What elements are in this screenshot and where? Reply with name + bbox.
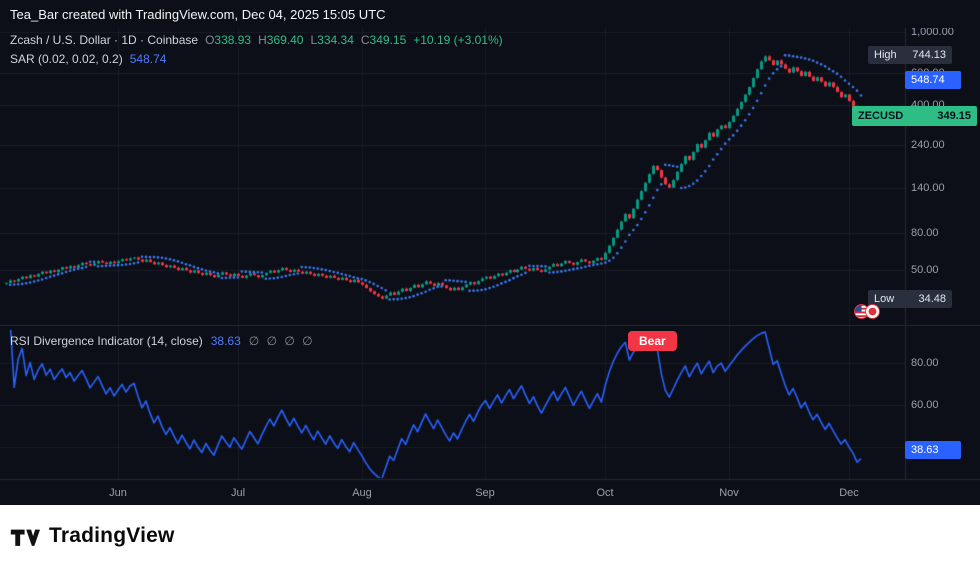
bear-divergence-badge: Bear bbox=[628, 331, 677, 351]
footer: TradingView bbox=[0, 505, 980, 567]
rsi-axis-label: 80.00 bbox=[911, 357, 939, 369]
time-axis-label: Oct bbox=[596, 487, 614, 499]
main-legend: Zcash / U.S. Dollar · 1D · Coinbase O 338… bbox=[10, 33, 503, 66]
time-axis-label: Dec bbox=[839, 487, 859, 499]
ohlc-high: H 369.40 bbox=[258, 33, 304, 47]
rsi-value-badge: 38.63 bbox=[905, 441, 961, 459]
tradingview-logo-icon bbox=[10, 525, 40, 548]
price-chart-canvas[interactable] bbox=[0, 28, 980, 505]
change-value: +10.19 (+3.01%) bbox=[413, 33, 503, 47]
sar-legend-row: SAR (0.02, 0.02, 0.2) 548.74 bbox=[10, 52, 503, 66]
ohlc-low: L 334.34 bbox=[310, 33, 354, 47]
sar-indicator-label: SAR (0.02, 0.02, 0.2) bbox=[10, 52, 123, 66]
time-axis-label: Aug bbox=[352, 487, 372, 499]
time-axis-label: Jun bbox=[109, 487, 127, 499]
ohlc-open: O 338.93 bbox=[205, 33, 252, 47]
header-caption: Tea_Bar created with TradingView.com, De… bbox=[10, 6, 386, 22]
rsi-hidden-values: ∅ ∅ ∅ ∅ bbox=[248, 334, 315, 348]
high-price-badge: High 744.13 bbox=[868, 46, 952, 64]
symbol-legend-row: Zcash / U.S. Dollar · 1D · Coinbase O 338… bbox=[10, 33, 503, 47]
symbol-ticker: ZECUSD bbox=[858, 110, 904, 122]
chart-area: Zcash / U.S. Dollar · 1D · Coinbase O 338… bbox=[0, 26, 980, 505]
tradingview-wordmark: TradingView bbox=[49, 524, 175, 547]
last-price-badge: ZECUSD 349.15 bbox=[852, 106, 977, 126]
price-axis-label: 1,000.00 bbox=[911, 26, 954, 38]
event-flags bbox=[854, 304, 880, 319]
ohlc-close: C 349.15 bbox=[360, 33, 407, 47]
sar-indicator-value: 548.74 bbox=[129, 52, 167, 66]
price-axis-label: 240.00 bbox=[911, 139, 945, 152]
symbol-title: Zcash / U.S. Dollar · 1D · Coinbase bbox=[10, 33, 199, 47]
price-axis-label: 140.00 bbox=[911, 182, 945, 195]
time-axis-label: Jul bbox=[230, 487, 246, 499]
rsi-indicator-value: 38.63 bbox=[210, 334, 241, 348]
last-price-value: 349.15 bbox=[937, 110, 971, 122]
rsi-indicator-label: RSI Divergence Indicator (14, close) bbox=[10, 334, 203, 348]
price-axis-label: 80.00 bbox=[911, 226, 939, 239]
rsi-axis-label: 60.00 bbox=[911, 399, 939, 411]
low-price-badge: Low 34.48 bbox=[868, 290, 952, 308]
time-axis-label: Nov bbox=[719, 487, 739, 499]
japan-flag-icon bbox=[865, 304, 880, 319]
header-bar: Tea_Bar created with TradingView.com, De… bbox=[0, 0, 980, 28]
sar-price-badge: 548.74 bbox=[905, 71, 961, 89]
rsi-legend: RSI Divergence Indicator (14, close) 38.… bbox=[10, 334, 315, 348]
time-axis-label: Sep bbox=[475, 487, 495, 499]
price-axis-label: 50.00 bbox=[911, 263, 939, 276]
